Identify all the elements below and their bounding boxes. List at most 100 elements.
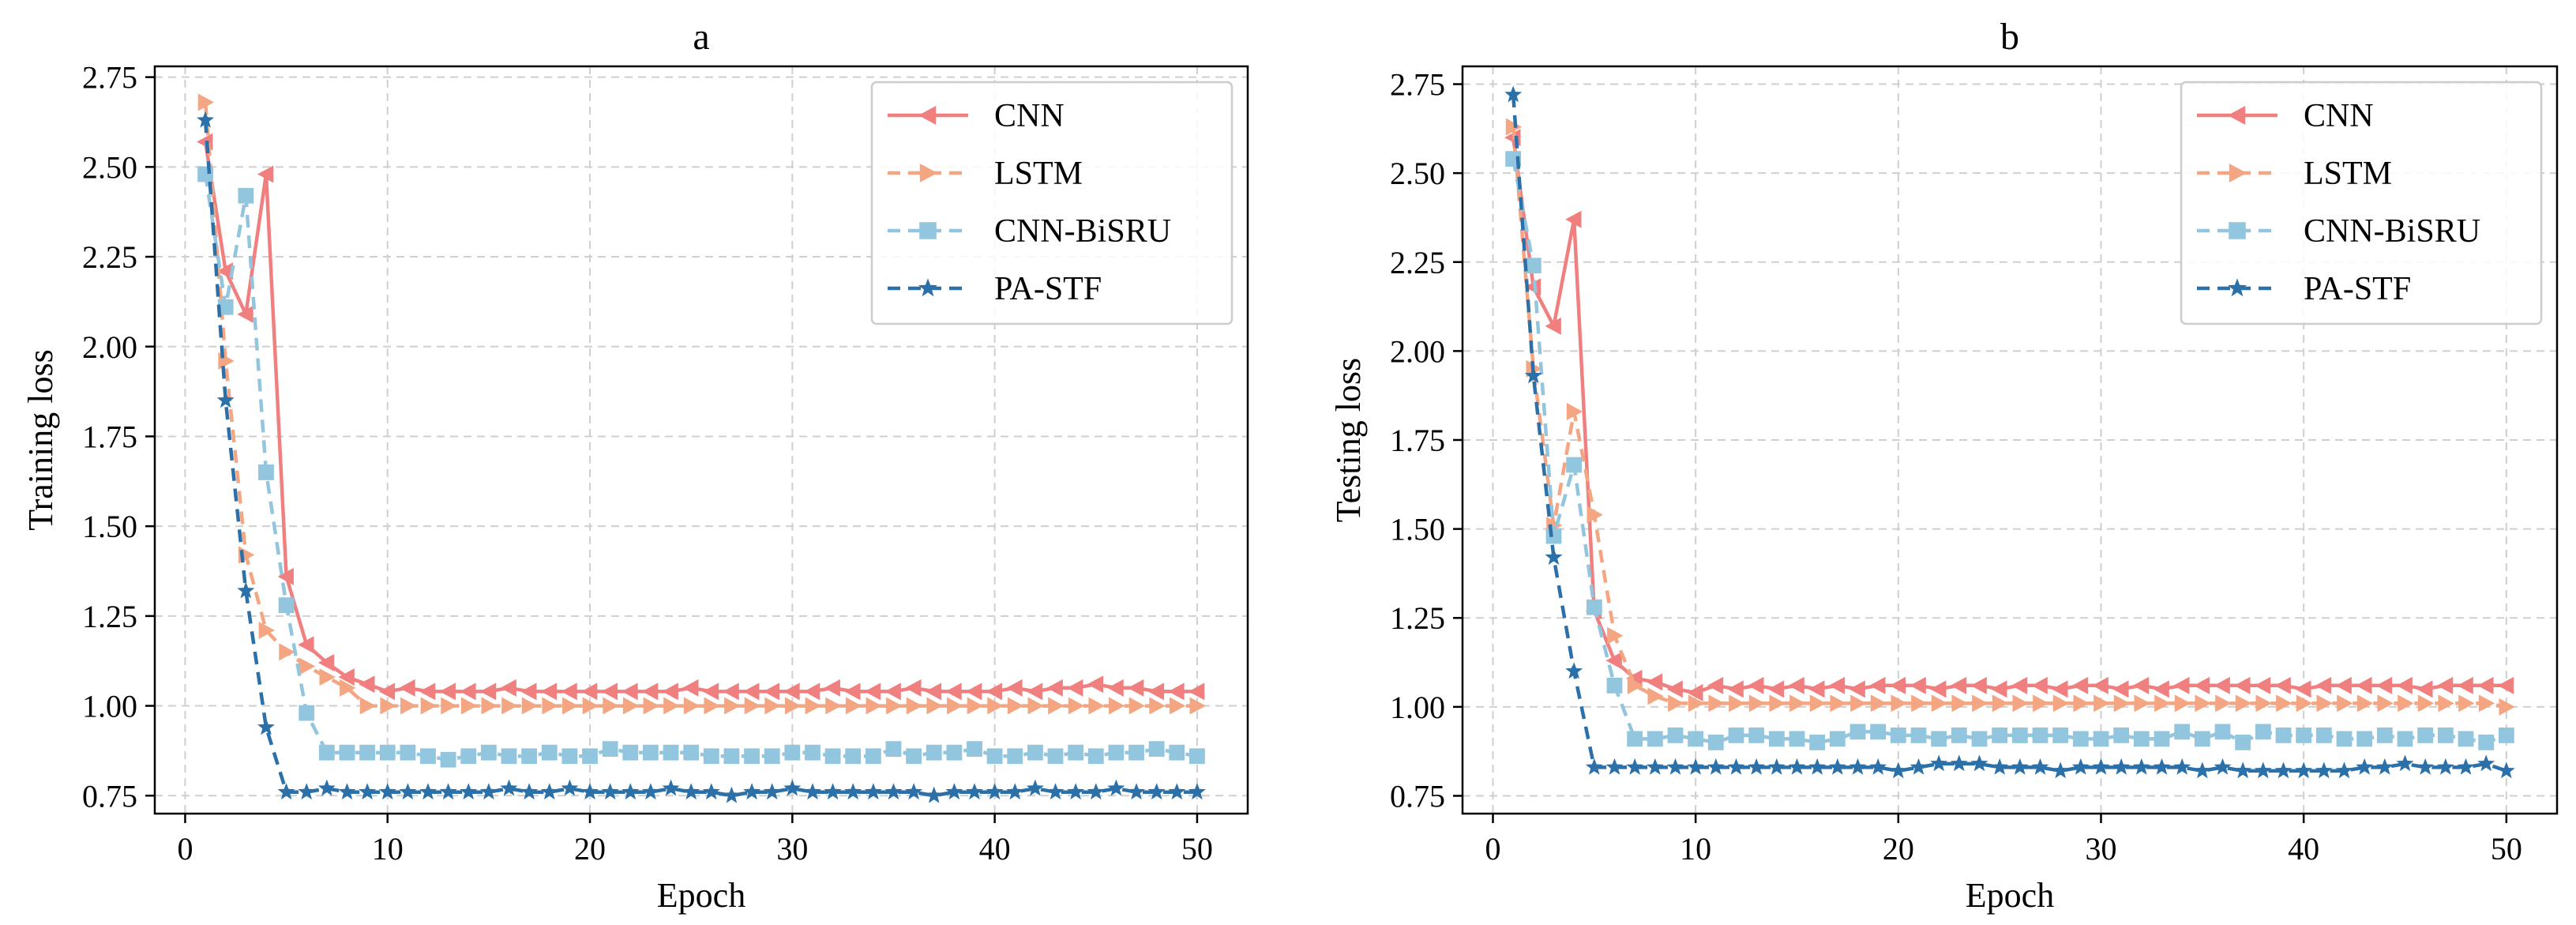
data-point-cnn: [1087, 675, 1104, 694]
series-cnn-bisru: [197, 166, 1205, 768]
data-point-cnn-bisru: [663, 744, 679, 761]
data-point-cnn-bisru: [1748, 727, 1765, 743]
legend-swatch-marker: [2228, 106, 2246, 125]
data-point-lstm: [1809, 694, 1827, 713]
data-point-cnn: [298, 636, 314, 654]
data-point-cnn-bisru: [1688, 731, 1704, 747]
data-point-pa-stf: [338, 783, 356, 800]
data-point-pa-stf: [884, 783, 903, 800]
data-point-cnn: [1646, 673, 1663, 691]
data-point-cnn: [945, 682, 962, 701]
data-point-lstm: [1027, 697, 1044, 715]
data-point-pa-stf: [460, 783, 478, 800]
y-tick-label: 2.00: [1390, 333, 1445, 369]
data-point-lstm: [1647, 687, 1664, 705]
data-point-cnn: [419, 682, 436, 701]
data-point-cnn-bisru: [359, 744, 376, 761]
data-point-cnn: [1067, 679, 1083, 697]
data-point-cnn: [2375, 676, 2393, 694]
data-point-cnn-bisru: [967, 741, 982, 758]
data-point-cnn: [1828, 676, 1846, 694]
data-point-pa-stf: [621, 783, 640, 800]
legend: CNN LSTM CNN-BiSRU PA-STF: [2180, 81, 2543, 325]
data-point-pa-stf: [2457, 758, 2475, 775]
data-point-lstm: [299, 657, 316, 675]
data-point-lstm: [400, 697, 417, 715]
data-point-cnn: [803, 682, 820, 701]
data-point-pa-stf: [1991, 758, 2009, 775]
data-point-cnn: [479, 682, 497, 701]
data-point-cnn: [2396, 676, 2413, 694]
legend-swatch-marker: [2229, 164, 2247, 182]
data-point-cnn: [2092, 676, 2108, 694]
data-point-pa-stf: [763, 783, 781, 800]
y-tick-label: 2.75: [82, 60, 137, 96]
data-point-lstm: [1189, 697, 1206, 715]
data-point-pa-stf: [702, 783, 720, 800]
data-point-cnn: [2214, 676, 2230, 694]
data-point-cnn-bisru: [986, 748, 1003, 765]
data-point-lstm: [1169, 697, 1186, 715]
data-point-cnn-bisru: [339, 744, 355, 761]
data-point-pa-stf: [479, 783, 498, 800]
data-point-pa-stf: [2477, 754, 2495, 772]
data-point-cnn: [1545, 317, 1561, 335]
y-tick-label: 1.50: [82, 509, 137, 544]
x-tick-label: 20: [574, 831, 606, 867]
legend-label-pa-stf: PA-STF: [994, 271, 1102, 307]
data-point-cnn-bisru: [2154, 731, 2170, 747]
y-tick-label: 1.25: [82, 599, 137, 634]
series-cnn-bisru: [1505, 151, 2514, 750]
data-point-cnn-bisru: [1971, 731, 1988, 747]
y-tick-label: 2.25: [82, 239, 137, 275]
data-point-lstm: [2417, 694, 2435, 713]
data-point-pa-stf: [237, 581, 255, 599]
data-point-cnn: [1188, 682, 1205, 701]
data-point-cnn: [2416, 680, 2433, 698]
data-point-pa-stf: [844, 783, 862, 800]
data-point-pa-stf: [1666, 758, 1684, 775]
data-point-cnn: [520, 682, 537, 701]
data-point-cnn: [581, 682, 598, 701]
data-point-lstm: [1668, 694, 1684, 713]
data-point-lstm: [906, 697, 923, 715]
data-point-lstm: [744, 697, 761, 715]
data-point-cnn-bisru: [2032, 727, 2048, 743]
y-tick-label: 0.75: [82, 778, 137, 814]
data-point-cnn-bisru: [1087, 748, 1104, 765]
data-point-lstm: [1850, 694, 1867, 713]
data-point-pa-stf: [1006, 783, 1024, 800]
panel-b: 0 10 20 30 40 50 0.75 1.00 1.25 1.50 1.75 2.00 2.25 2…: [1329, 16, 2559, 915]
y-tick-label: 2.50: [82, 149, 137, 185]
data-point-cnn-bisru: [2437, 727, 2454, 743]
data-point-cnn: [2193, 676, 2210, 694]
data-point-lstm: [1566, 402, 1583, 420]
data-point-pa-stf: [986, 783, 1004, 800]
data-point-cnn-bisru: [906, 748, 922, 765]
data-point-cnn: [1889, 676, 1906, 694]
data-point-cnn-bisru: [1647, 731, 1663, 747]
data-point-lstm: [1048, 697, 1065, 715]
data-point-lstm: [1769, 694, 1786, 713]
data-point-cnn-bisru: [1027, 744, 1043, 761]
data-point-cnn-bisru: [2498, 727, 2514, 743]
data-point-cnn-bisru: [2356, 731, 2373, 747]
data-point-lstm: [764, 697, 781, 715]
data-point-pa-stf: [2234, 761, 2252, 779]
data-point-lstm: [784, 697, 802, 715]
data-point-lstm: [987, 697, 1004, 715]
y-axis-label: Testing loss: [1329, 358, 1368, 522]
data-point-cnn-bisru: [1951, 727, 1967, 743]
data-point-cnn-bisru: [582, 748, 598, 765]
legend-label-cnn-bisru: CNN-BiSRU: [2304, 213, 2480, 250]
data-point-cnn-bisru: [2235, 735, 2251, 750]
data-point-pa-stf: [1869, 758, 1887, 775]
data-point-lstm: [340, 679, 356, 697]
y-tick-label: 1.00: [1390, 690, 1445, 725]
data-point-lstm: [2478, 694, 2495, 713]
data-point-cnn: [864, 682, 881, 701]
x-tick-label: 30: [776, 831, 808, 867]
panel-a: 0 10 20 30 40 50 0.75 1.00 1.25 1.50 1.75 2.00 2.25 2…: [21, 16, 1249, 915]
data-point-lstm: [2012, 694, 2029, 713]
data-point-cnn: [1565, 210, 1582, 228]
